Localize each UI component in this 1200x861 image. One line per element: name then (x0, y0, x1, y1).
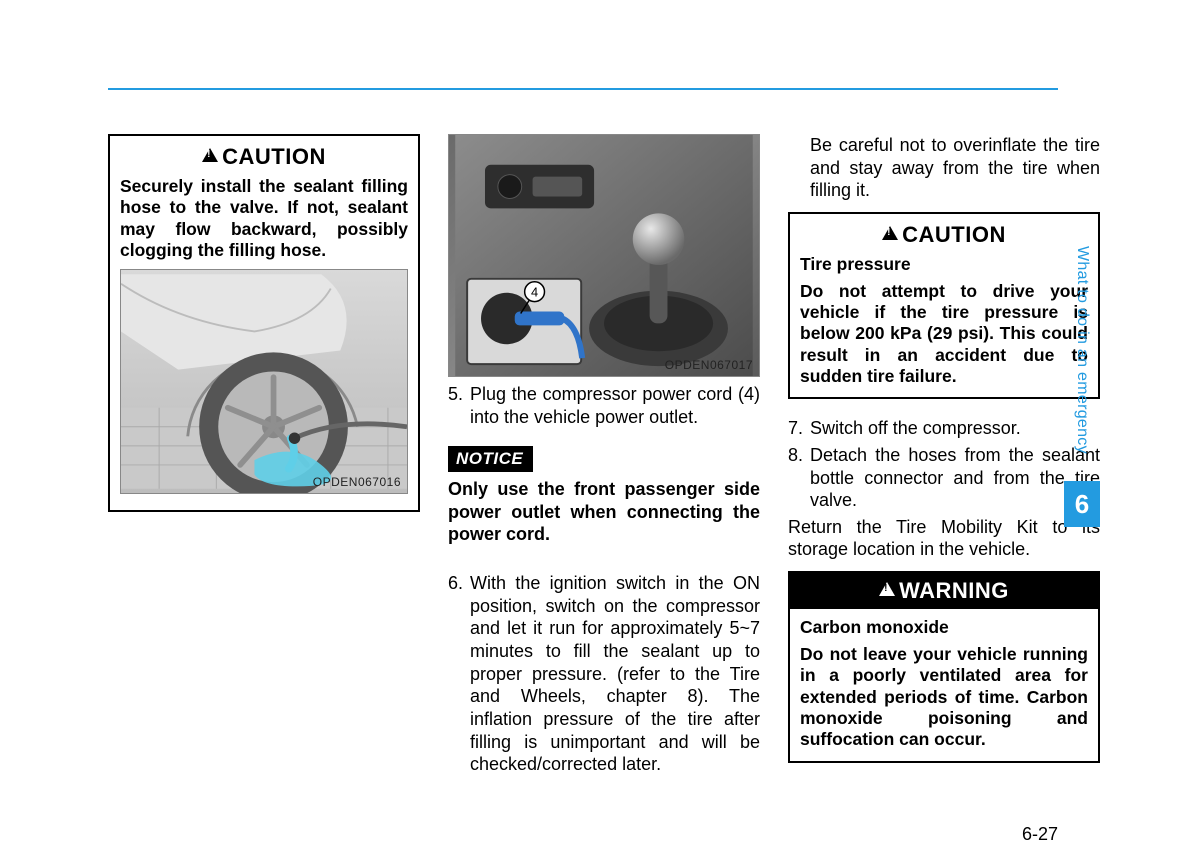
caution-title: CAUTION (120, 144, 408, 170)
column-1: CAUTION Securely install the sealant fil… (108, 134, 420, 780)
step-text: With the ignition switch in the ON posit… (470, 572, 760, 776)
step-number: 8. (788, 444, 810, 512)
warning-triangle-icon (882, 226, 898, 240)
notice-body: Only use the front passenger side power … (448, 478, 760, 546)
column-3: Be careful not to overinflate the tire a… (788, 134, 1100, 780)
warning-triangle-icon (879, 582, 895, 596)
figure-code: OPDEN067017 (665, 358, 753, 372)
warning-title-text: WARNING (899, 578, 1009, 603)
step-8: 8. Detach the hoses from the sealant bot… (788, 444, 1100, 512)
caution-body: Do not attempt to drive your vehicle if … (800, 281, 1088, 388)
warning-body: Do not leave your vehicle running in a p… (800, 644, 1088, 751)
step-number: 6. (448, 572, 470, 776)
overinflate-paragraph: Be careful not to overinflate the tire a… (810, 134, 1100, 202)
caution-body: Securely install the sealant filling hos… (120, 176, 408, 261)
section-title-vertical: What to do in an emergency (1073, 225, 1091, 475)
caution-title: CAUTION (800, 222, 1088, 248)
return-paragraph: Return the Tire Mobility Kit to its stor… (788, 516, 1100, 561)
chapter-side-tab: What to do in an emergency 6 (1064, 225, 1100, 527)
caution-title-text: CAUTION (222, 144, 326, 169)
step-text: Plug the compressor power cord (4) into … (470, 383, 760, 428)
step-number: 7. (788, 417, 810, 440)
header-rule (108, 88, 1058, 90)
step-text: Detach the hoses from the sealant bottle… (810, 444, 1100, 512)
caution-title-text: CAUTION (902, 222, 1006, 247)
step-6: 6. With the ignition switch in the ON po… (448, 572, 760, 776)
warning-title: WARNING (790, 573, 1098, 609)
figure-tire-sealant: OPDEN067016 (120, 269, 408, 494)
manual-page: CAUTION Securely install the sealant fil… (0, 0, 1200, 861)
notice-tag: NOTICE (448, 446, 533, 472)
caution-box-2: CAUTION Tire pressure Do not attempt to … (788, 212, 1100, 400)
step-7: 7. Switch off the compressor. (788, 417, 1100, 440)
step-5: 5. Plug the compressor power cord (4) in… (448, 383, 760, 428)
warning-box: WARNING Carbon monoxide Do not leave you… (788, 571, 1100, 763)
power-outlet-illustration: 4 (449, 135, 759, 376)
step-text: Switch off the compressor. (810, 417, 1100, 440)
column-2: 4 OPDEN067017 5. Plug the compressor pow… (448, 134, 760, 780)
warning-subtitle: Carbon monoxide (800, 617, 1088, 638)
caution-subtitle: Tire pressure (800, 254, 1088, 275)
figure-code: OPDEN067016 (313, 475, 401, 489)
tire-sealant-illustration (121, 270, 407, 493)
step-number: 5. (448, 383, 470, 428)
chapter-number-box: 6 (1064, 481, 1100, 527)
page-number: 6-27 (1022, 824, 1058, 845)
content-columns: CAUTION Securely install the sealant fil… (108, 134, 1100, 780)
svg-text:4: 4 (531, 285, 538, 300)
warning-triangle-icon (202, 148, 218, 162)
figure-power-outlet: 4 OPDEN067017 (448, 134, 760, 377)
caution-box-1: CAUTION Securely install the sealant fil… (108, 134, 420, 512)
